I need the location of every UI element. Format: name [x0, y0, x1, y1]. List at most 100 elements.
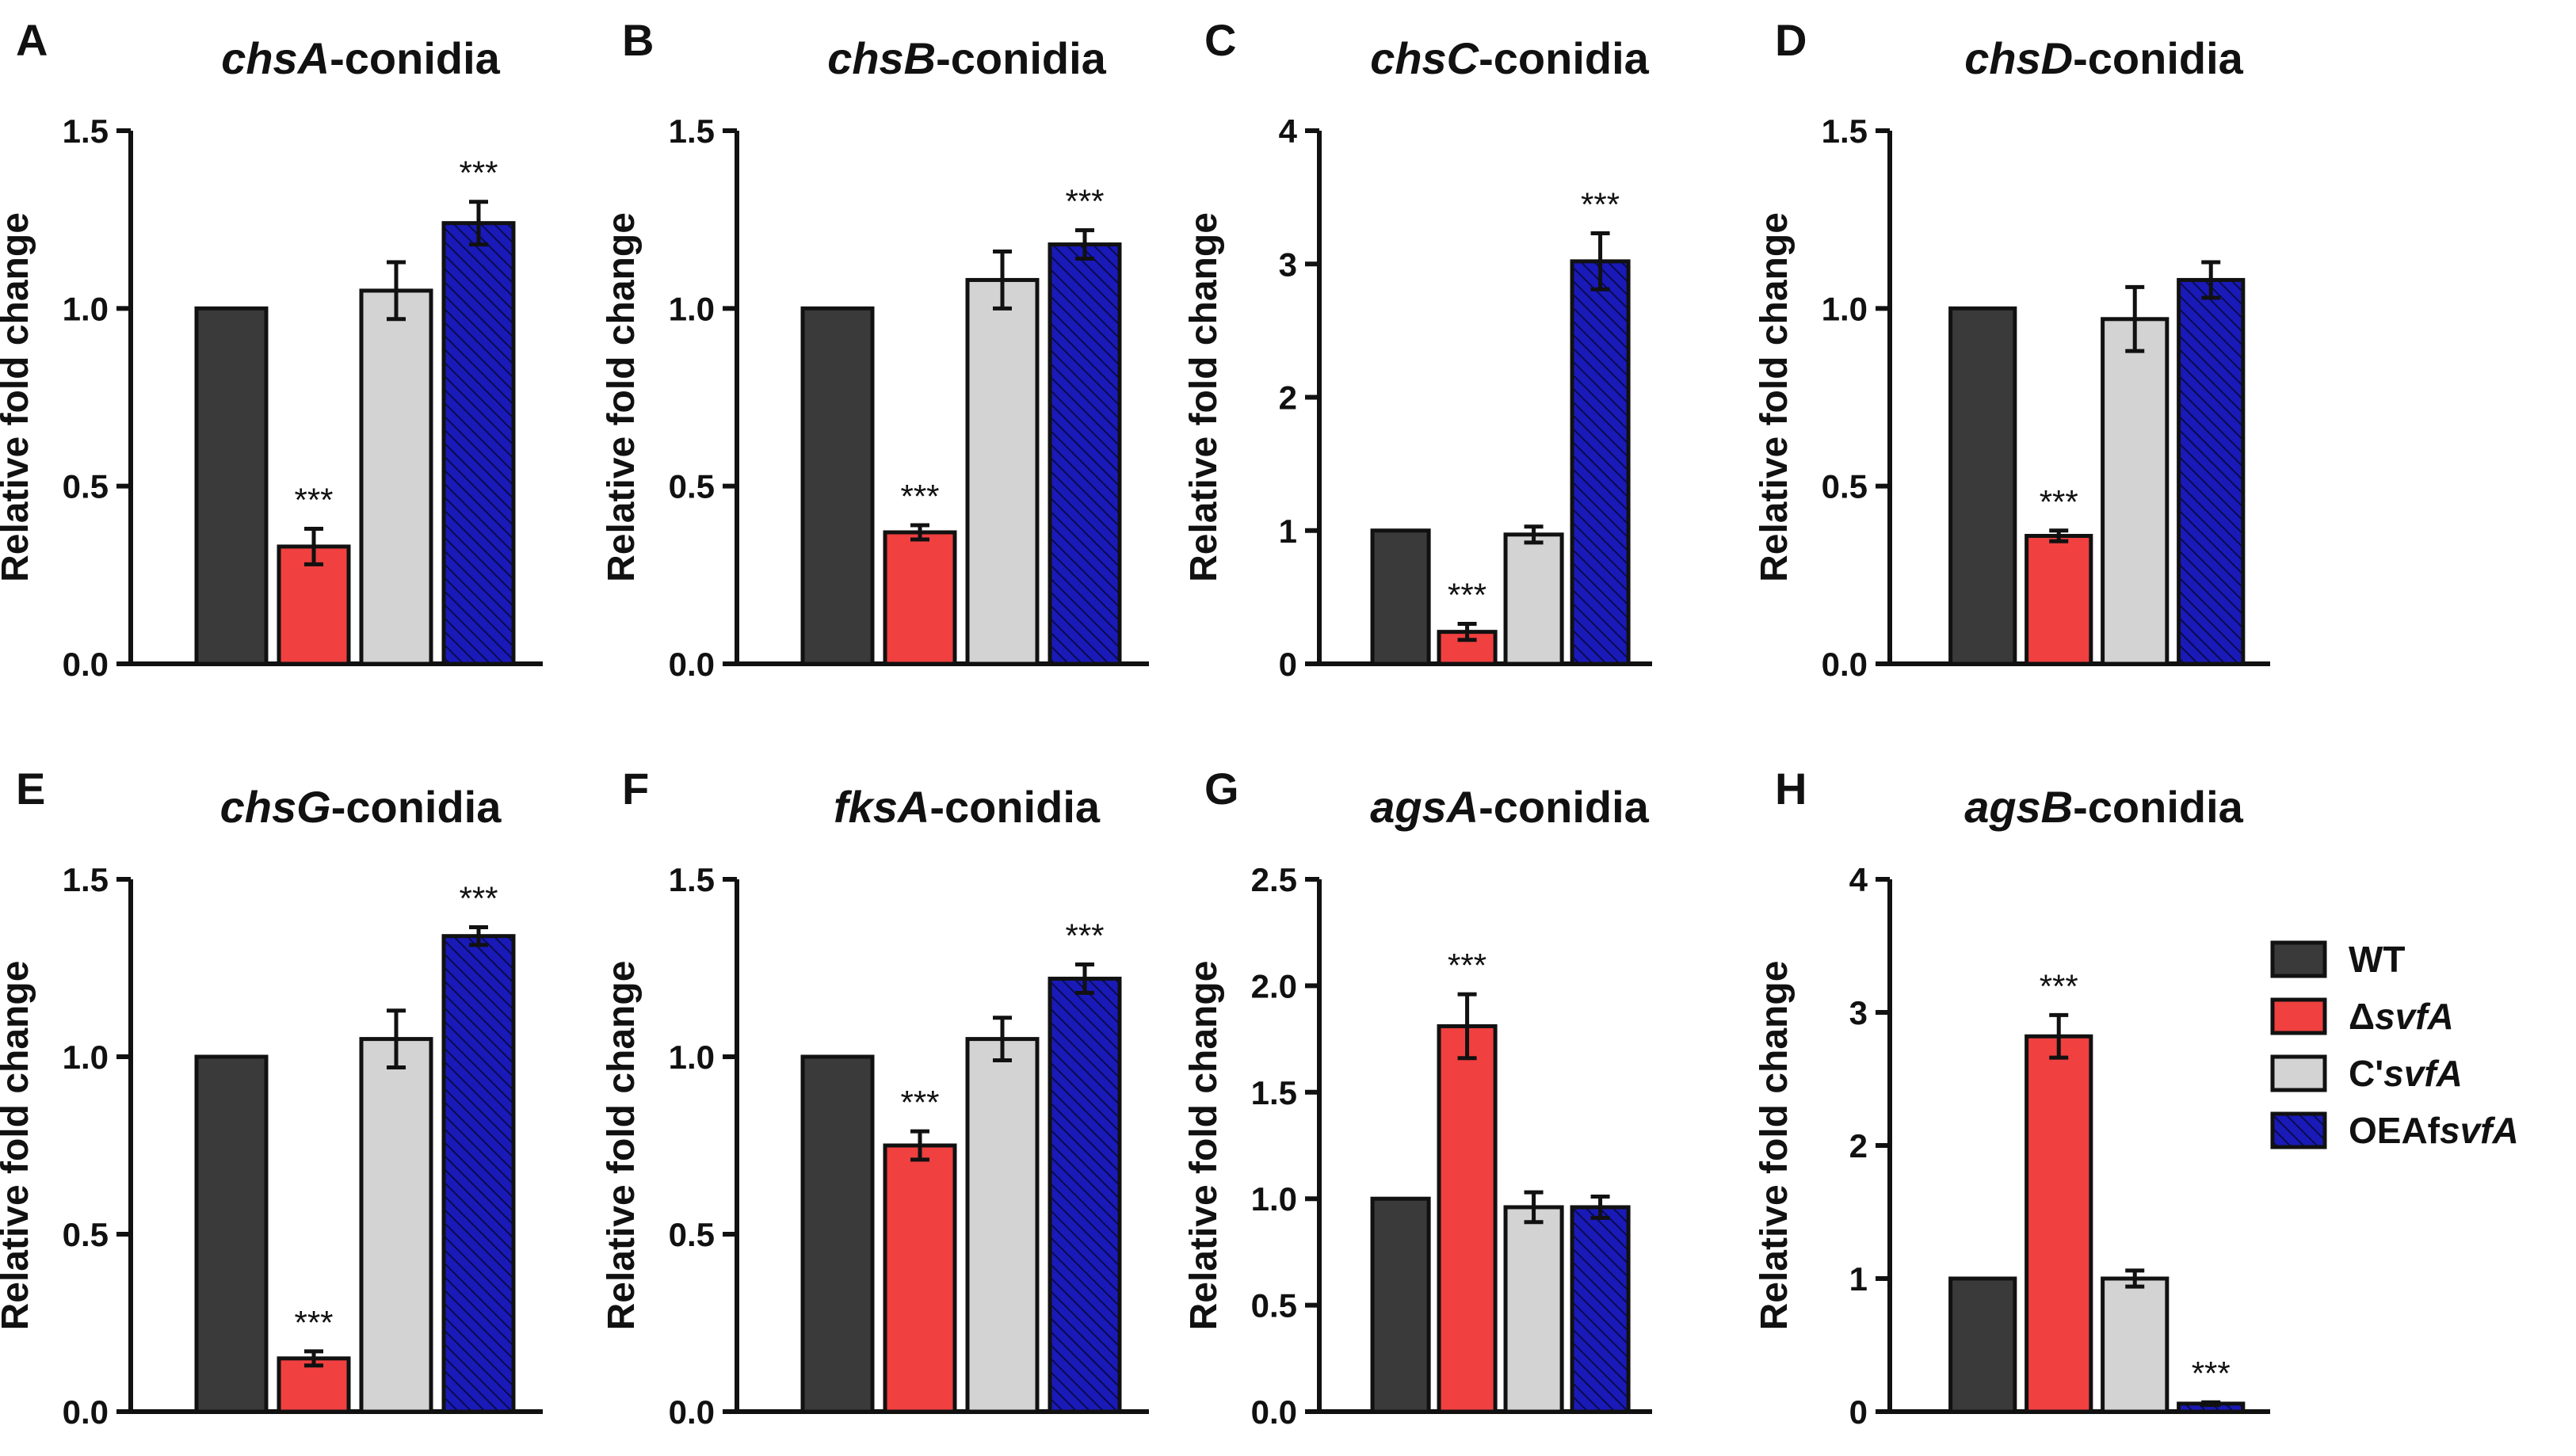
y-tick-label: 1.0 — [1822, 290, 1868, 327]
bar-csvfa — [965, 1037, 1040, 1414]
significance-mark: *** — [2040, 483, 2078, 520]
error-bar — [2049, 528, 2069, 543]
panel-title: chsG-conidia — [220, 782, 502, 832]
y-tick-label: 0.0 — [63, 1393, 109, 1431]
error-bar — [304, 1349, 323, 1368]
bar-csvfa — [1503, 532, 1564, 666]
y-tick-label: 0.5 — [669, 468, 715, 505]
significance-mark: *** — [2192, 1355, 2231, 1392]
error-bar — [469, 200, 488, 247]
error-bar — [2201, 1400, 2221, 1408]
y-tick-label: 0 — [1849, 1393, 1868, 1431]
y-tick-label: 2.0 — [1251, 967, 1297, 1004]
error-bar — [1590, 1195, 1610, 1220]
y-tick-label: 2.5 — [1251, 861, 1297, 898]
bar-wt — [194, 306, 269, 666]
bar-csvfa — [359, 1037, 433, 1414]
y-tick-label: 1.5 — [1251, 1074, 1297, 1111]
y-tick-label: 1.0 — [669, 1039, 715, 1076]
legend-item-wt: WT — [2270, 939, 2406, 980]
error-bar — [910, 1129, 929, 1162]
legend: WT ΔsvfA C'svfA OEAfsvfA — [2270, 939, 2519, 1151]
y-tick-label: 0.0 — [669, 646, 715, 683]
significance-mark: *** — [459, 154, 498, 192]
legend-swatch — [2270, 997, 2327, 1035]
panel-letter: E — [16, 764, 45, 814]
panel-title: chsC-conidia — [1370, 33, 1649, 83]
legend-label: WT — [2349, 939, 2406, 980]
y-tick-label: 1.5 — [669, 861, 715, 898]
bar-oeafsvfa — [1570, 1205, 1631, 1414]
legend-swatch — [2270, 940, 2327, 978]
bar-svfa — [2025, 1034, 2093, 1414]
y-tick-label: 0.5 — [669, 1216, 715, 1253]
error-bar — [469, 924, 488, 947]
y-tick-label: 3 — [1279, 246, 1297, 283]
error-bar — [304, 527, 323, 566]
legend-swatch — [2270, 1054, 2327, 1092]
significance-mark: *** — [2040, 967, 2078, 1004]
bar-oeafsvfa — [1048, 976, 1122, 1414]
panel-title: chsD-conidia — [1964, 33, 2243, 83]
error-bar — [2201, 260, 2221, 300]
y-axis-label: Relative fold change — [1754, 961, 1796, 1331]
panel-letter: D — [1775, 15, 1807, 65]
significance-mark: *** — [1581, 186, 1620, 223]
y-axis-label: Relative fold change — [601, 212, 643, 582]
error-bar — [387, 260, 406, 322]
error-bar — [2125, 284, 2145, 353]
bar-csvfa — [965, 277, 1040, 666]
bar-oeafsvfa — [1048, 242, 1122, 666]
y-axis-label: Relative fold change — [601, 961, 643, 1331]
y-axis-label: Relative fold change — [1183, 212, 1225, 582]
y-tick-label: 0.5 — [63, 468, 109, 505]
panel-letter: A — [16, 15, 48, 65]
bar-wt — [1948, 306, 2017, 666]
legend-swatch — [2270, 1111, 2327, 1149]
y-tick-label: 1.0 — [1251, 1180, 1297, 1218]
y-axis-label: Relative fold change — [0, 212, 36, 582]
bar-wt — [800, 306, 875, 666]
error-bar — [1590, 231, 1610, 292]
y-tick-label: 1.5 — [63, 861, 109, 898]
y-tick-label: 1.0 — [63, 290, 109, 327]
panel-title: agsA-conidia — [1370, 782, 1649, 832]
significance-mark: *** — [1448, 947, 1486, 984]
error-bar — [1524, 524, 1544, 545]
y-tick-label: 4 — [1849, 861, 1868, 898]
bar-oeafsvfa — [441, 934, 516, 1414]
panel-letter: B — [622, 15, 654, 65]
panel-title: chsB-conidia — [827, 33, 1106, 83]
bar-csvfa — [359, 288, 433, 666]
legend-item-dsvfa: ΔsvfA — [2270, 996, 2454, 1037]
error-bar — [387, 1008, 406, 1069]
bar-csvfa — [2101, 317, 2170, 666]
error-bar — [1075, 962, 1094, 995]
y-tick-label: 0.0 — [1822, 646, 1868, 683]
panel-title: chsA-conidia — [221, 33, 500, 83]
y-axis-label: Relative fold change — [1754, 212, 1796, 582]
bar-svfa — [883, 530, 957, 666]
significance-mark: *** — [294, 1304, 333, 1341]
y-tick-label: 0 — [1279, 646, 1297, 683]
error-bar — [993, 1016, 1012, 1062]
significance-mark: *** — [1448, 577, 1486, 614]
error-bar — [1075, 228, 1094, 261]
legend-item-oeafsvfa: OEAfsvfA — [2270, 1110, 2519, 1151]
y-axis-label: Relative fold change — [0, 961, 36, 1331]
bar-oeafsvfa — [441, 221, 516, 666]
y-tick-label: 1.5 — [669, 112, 715, 150]
y-tick-label: 0.5 — [1822, 468, 1868, 505]
significance-mark: *** — [900, 1084, 939, 1121]
bar-csvfa — [2101, 1276, 2170, 1414]
legend-label: C'svfA — [2349, 1053, 2463, 1094]
panel-letter: F — [622, 764, 649, 814]
y-axis-label: Relative fold change — [1183, 961, 1225, 1331]
